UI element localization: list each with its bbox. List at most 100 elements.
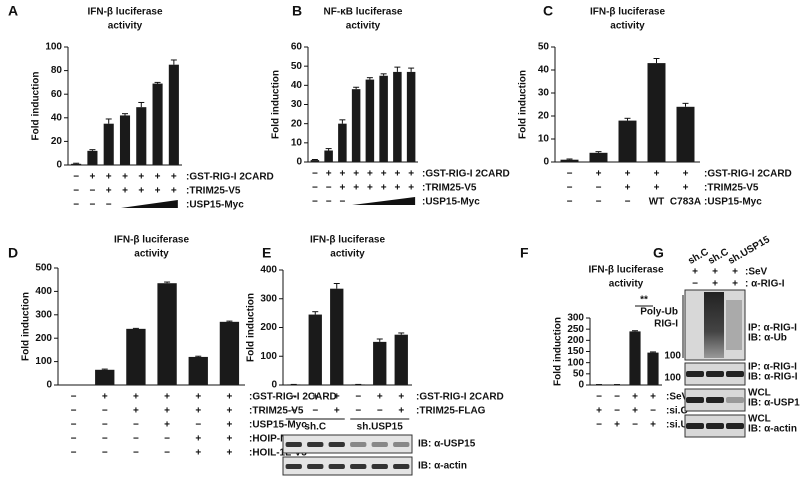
row-sign: − [596, 420, 602, 431]
row-sign: − [312, 197, 318, 208]
y-axis-label: Fold induction [271, 70, 282, 139]
panel-letter: F [520, 245, 529, 261]
row-label: :TRIM25-V5 [422, 183, 477, 194]
bar [560, 159, 579, 162]
significance: ** [640, 295, 648, 306]
blot-band [328, 442, 345, 447]
row-sign: + [102, 392, 108, 403]
row-sign: − [567, 183, 573, 194]
bar [87, 150, 98, 165]
y-tick-label: 50 [291, 61, 303, 72]
error-bar [311, 159, 318, 161]
error-bar [122, 113, 128, 116]
row-label: :USP15-Myc [704, 197, 762, 208]
row-sign: − [90, 200, 96, 211]
row-sign: + [596, 169, 602, 180]
chart-title: activity [330, 249, 365, 260]
y-tick-label: 200 [260, 322, 277, 333]
row-sign: − [133, 420, 139, 431]
row-sign: + [334, 406, 340, 417]
row-sign: + [692, 267, 698, 278]
row-sign: + [367, 169, 373, 180]
row-sign: + [394, 183, 400, 194]
blot-band [307, 442, 324, 447]
row-sign: + [614, 420, 620, 431]
blot-label: WCL [748, 388, 771, 399]
bar [618, 120, 637, 162]
blot-label: IB: α-RIG-I [748, 372, 798, 383]
bar [394, 334, 408, 385]
row-sign: − [291, 392, 297, 403]
row-label: :TRIM25-V5 [186, 186, 241, 197]
row-sign: + [164, 420, 170, 431]
row-sign: + [732, 267, 738, 278]
row-sign: + [106, 186, 112, 197]
blot [282, 456, 413, 476]
y-tick-label: 0 [578, 380, 584, 391]
chart-title: IFN-β luciferase [590, 7, 665, 18]
error-bar [138, 101, 145, 108]
error-bar [398, 332, 405, 335]
blot-band [726, 423, 744, 429]
row-label: :USP15-Myc [422, 197, 480, 208]
error-bar [339, 119, 346, 124]
y-tick-label: 80 [51, 65, 63, 76]
row-sign: − [102, 420, 108, 431]
row-sign: − [90, 186, 96, 197]
error-bar [333, 283, 340, 289]
blot-band [285, 464, 302, 469]
chart-title: activity [610, 21, 645, 32]
row-sign: − [291, 406, 297, 417]
error-bar [394, 66, 401, 72]
marker: 100 [664, 351, 681, 362]
row-sign: − [355, 406, 361, 417]
row-sign: + [195, 392, 201, 403]
error-bar [353, 86, 360, 90]
row-sign: + [133, 392, 139, 403]
blot-band [371, 464, 388, 469]
y-tick-label: 40 [51, 112, 63, 123]
error-bar [164, 281, 171, 284]
row-sign: + [339, 169, 345, 180]
y-tick-label: 10 [291, 137, 303, 148]
row-sign: + [106, 172, 112, 183]
error-bar [312, 311, 319, 315]
blot-band [393, 464, 410, 469]
row-sign: + [312, 392, 318, 403]
bar [365, 79, 375, 162]
row-sign: + [195, 406, 201, 417]
y-axis-label: Fold induction [246, 293, 257, 362]
row-sign: + [353, 169, 359, 180]
panel-letter: C [543, 3, 553, 19]
row-sign: − [614, 406, 620, 417]
row-label: :TRIM25-V5 [704, 183, 759, 194]
bar [373, 341, 387, 385]
bar [647, 63, 666, 162]
bar [103, 123, 114, 165]
error-bar [101, 368, 108, 370]
row-sign: + [226, 448, 232, 459]
blot-band [686, 423, 704, 429]
row-sign: WT [649, 197, 665, 208]
chart-title: IFN-β luciferase [114, 235, 189, 246]
row-sign: + [712, 267, 718, 278]
row-sign: + [683, 183, 689, 194]
row-sign: − [614, 392, 620, 403]
row-sign: + [398, 392, 404, 403]
bar [168, 64, 179, 165]
y-tick-label: 60 [291, 42, 303, 53]
row-sign: − [632, 420, 638, 431]
error-bar [380, 73, 387, 76]
blot-label: IP: α-RIG-I [748, 362, 797, 373]
bar [188, 356, 208, 385]
row-sign: + [226, 434, 232, 445]
y-tick-label: 300 [567, 313, 584, 324]
row-sign: + [654, 169, 660, 180]
chart-title: IFN-β luciferase [87, 7, 162, 18]
error-bar [195, 355, 202, 357]
blot-label: IB: α-USP15 [748, 398, 800, 409]
row-sign: + [408, 169, 414, 180]
row-sign: + [408, 183, 414, 194]
y-tick-label: 100 [260, 351, 277, 362]
marker: 100 [664, 373, 681, 384]
